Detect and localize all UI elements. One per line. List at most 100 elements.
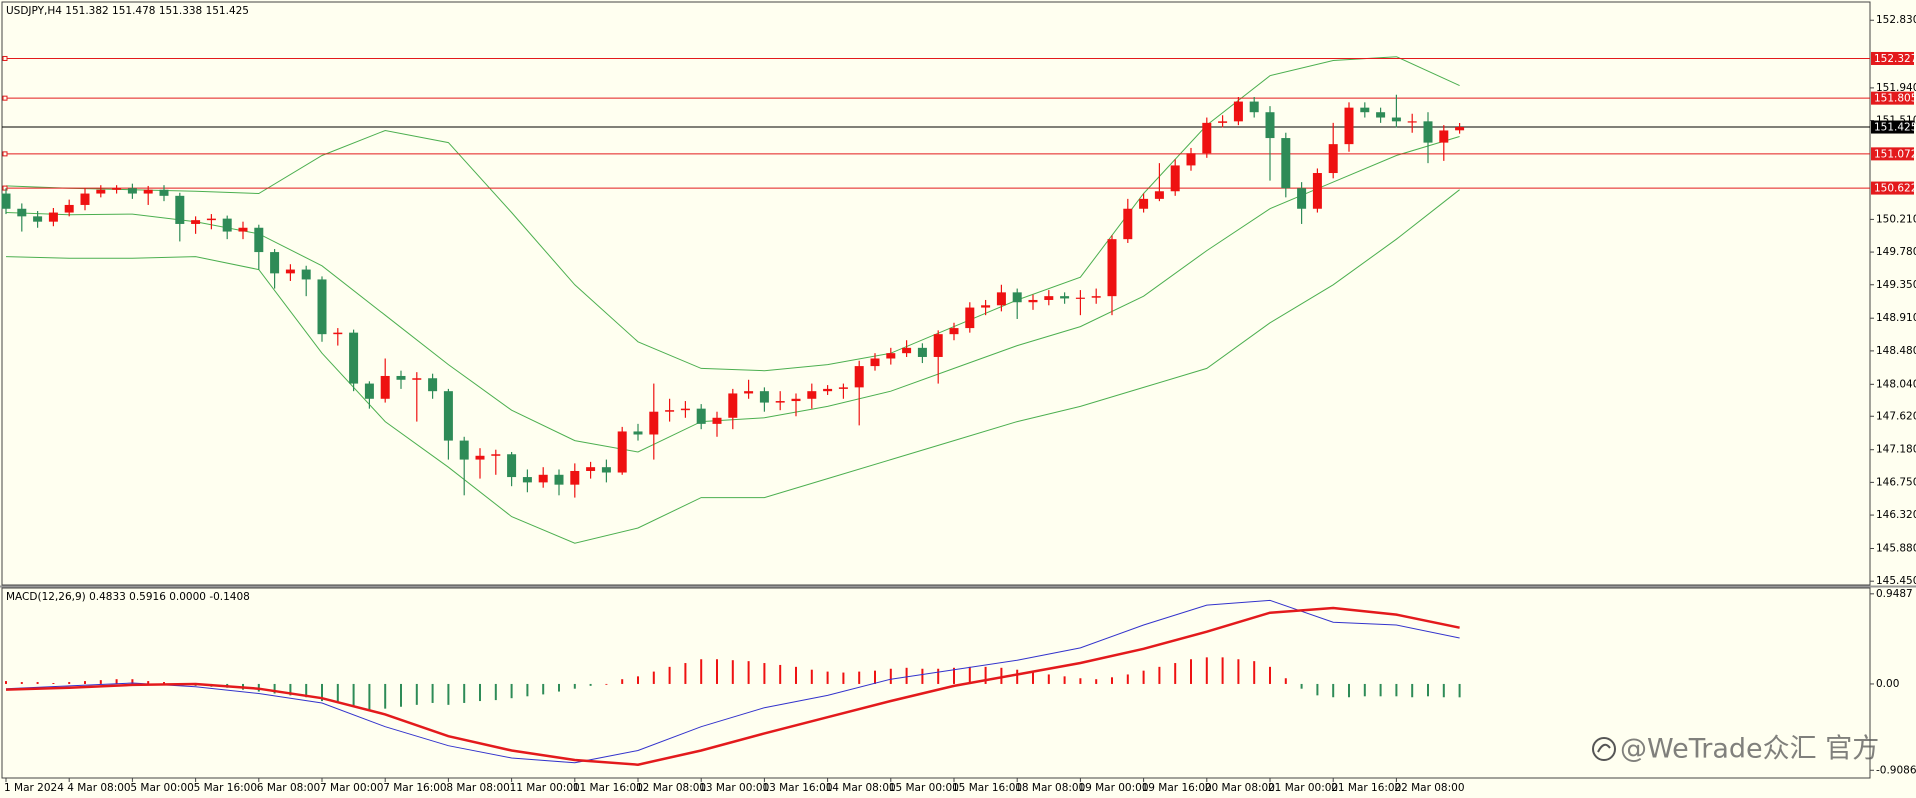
x-tick-label: 7 Mar 00:00: [320, 782, 383, 794]
candle-body: [633, 431, 643, 435]
candle-body: [1060, 296, 1070, 299]
candle-body: [807, 391, 817, 399]
histogram-bar: [826, 671, 829, 684]
candle-body: [301, 269, 311, 280]
histogram-bar: [779, 664, 782, 684]
watermark-icon: [1592, 737, 1616, 761]
candle-body: [1044, 296, 1054, 300]
candle-body: [1376, 112, 1386, 118]
histogram-bar: [684, 663, 687, 684]
candle-body: [380, 375, 390, 399]
y-tick-label: 151.940: [1876, 82, 1916, 94]
candle-body: [996, 292, 1006, 306]
x-tick-label: 12 Mar 08:00: [636, 782, 706, 794]
candle-body: [349, 332, 359, 384]
indicator-line: [5, 56, 1460, 372]
level-marker: [2, 95, 8, 101]
candle-body: [617, 431, 627, 473]
histogram-bar: [1079, 678, 1082, 684]
candle-body: [917, 347, 927, 357]
x-tick-label: 5 Mar 00:00: [130, 782, 193, 794]
candle-body: [159, 189, 169, 196]
level-label: 150.622: [1874, 183, 1916, 195]
histogram-bar: [984, 666, 987, 684]
histogram-bar: [68, 682, 71, 684]
x-tick-label: 14 Mar 08:00: [826, 782, 896, 794]
candle-body: [728, 393, 738, 418]
candle-body: [1407, 121, 1417, 123]
candle-body: [649, 411, 659, 435]
x-tick-label: 20 Mar 08:00: [1205, 782, 1275, 794]
candle-body: [364, 383, 374, 399]
y-tick-label: 146.750: [1876, 476, 1916, 488]
y-tick-label: 145.450: [1876, 575, 1916, 587]
y-tick-label: 148.480: [1876, 345, 1916, 357]
y-tick-label: 147.180: [1876, 444, 1916, 456]
chart-title: USDJPY,H4 151.382 151.478 151.338 151.42…: [6, 5, 249, 17]
histogram-bar: [589, 683, 592, 686]
candle-body: [1233, 101, 1243, 122]
candle-body: [1154, 191, 1164, 199]
indicator-line: [5, 189, 1460, 544]
histogram-bar: [810, 669, 813, 684]
histogram-bar: [84, 681, 86, 684]
histogram-bar: [510, 683, 513, 699]
histogram-bar: [1221, 657, 1224, 684]
candle-body: [1170, 165, 1180, 192]
level-label: 151.805: [1874, 93, 1916, 105]
x-tick-label: 19 Mar 00:00: [1078, 782, 1148, 794]
histogram-bar: [447, 683, 450, 705]
histogram-bar: [368, 683, 371, 711]
candle-body: [933, 334, 943, 357]
x-tick-label: 4 Mar 08:00: [67, 782, 130, 794]
candle-body: [317, 279, 327, 335]
candle-body: [443, 391, 453, 441]
histogram-bar: [384, 683, 387, 709]
y-tick-label: 148.040: [1876, 378, 1916, 390]
candle-body: [491, 454, 501, 456]
histogram-bar: [1063, 676, 1066, 684]
candle-body: [1360, 107, 1370, 113]
histogram-bar: [763, 663, 766, 684]
histogram-bar: [36, 682, 39, 684]
histogram-bar: [1032, 672, 1034, 684]
level-label: 151.072: [1874, 148, 1916, 160]
histogram-bar: [1142, 670, 1145, 684]
candle-body: [823, 388, 833, 392]
histogram-bar: [431, 683, 434, 703]
histogram-bar: [953, 667, 955, 684]
candle-body: [1249, 101, 1259, 113]
histogram-bar: [321, 683, 323, 702]
candle-body: [475, 455, 485, 460]
histogram-bar: [463, 683, 466, 703]
candle-body: [238, 227, 248, 232]
level-marker: [2, 151, 8, 157]
candle-body: [1218, 121, 1228, 123]
x-tick-label: 21 Mar 16:00: [1331, 782, 1401, 794]
histogram-bar: [305, 683, 308, 698]
y-tick-label: 149.350: [1876, 279, 1916, 291]
histogram-bar: [1237, 659, 1240, 684]
candle-body: [586, 467, 596, 471]
histogram-bar: [1363, 683, 1366, 697]
level-marker: [2, 185, 8, 191]
histogram-bar: [526, 683, 529, 697]
level-label-box: [1871, 51, 1914, 65]
candle-body: [1139, 198, 1149, 209]
candle-body: [80, 193, 90, 205]
x-tick-label: 22 Mar 08:00: [1394, 782, 1464, 794]
histogram-bar: [652, 671, 655, 684]
histogram-bar: [700, 659, 703, 684]
x-tick-label: 1 Mar 2024: [4, 782, 64, 794]
candle-body: [744, 391, 754, 394]
candle-body: [791, 398, 801, 402]
candle-body: [143, 189, 153, 194]
level-label: 151.425: [1874, 122, 1916, 134]
candle-body: [270, 252, 280, 274]
histogram-bar: [352, 683, 355, 707]
histogram-bar: [1300, 683, 1303, 689]
candle-body: [902, 347, 912, 354]
candle-body: [886, 353, 896, 359]
candle-body: [412, 378, 422, 380]
